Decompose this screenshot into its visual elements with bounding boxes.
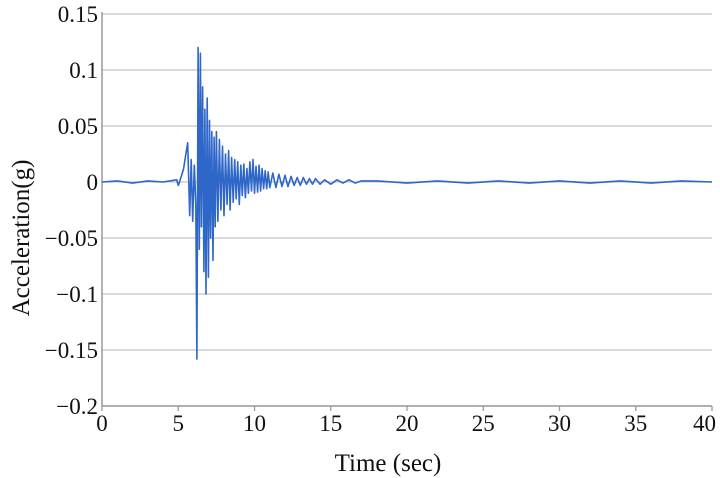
axes: [101, 12, 713, 411]
x-tick-label: 10: [243, 411, 266, 436]
x-tick-label: 20: [396, 411, 419, 436]
x-tick-label: 30: [548, 411, 571, 436]
x-tick-labels: 0 5 10 15 20 25 30 35 40: [96, 411, 716, 436]
y-tick-label: 0.1: [69, 58, 98, 83]
y-tick-label: −0.05: [45, 226, 98, 251]
y-tick-labels: 0.15 0.1 0.05 0 −0.05 −0.1 −0.15 −0.2: [45, 2, 98, 419]
y-tick-label: −0.15: [45, 338, 98, 363]
y-tick-label: −0.2: [56, 394, 98, 419]
x-tick-label: 15: [319, 411, 342, 436]
series-line: [101, 46, 713, 360]
x-tick-label: 0: [96, 411, 108, 436]
y-tick-label: 0.15: [58, 2, 98, 27]
x-tick-label: 25: [472, 411, 495, 436]
y-tick-label: 0: [87, 170, 99, 195]
y-axis-label: Acceleration(g): [8, 160, 35, 317]
y-tick-label: 0.05: [58, 114, 98, 139]
y-tick-label: −0.1: [56, 282, 98, 307]
x-tick-label: 40: [693, 411, 716, 436]
series-layer: [101, 46, 713, 360]
x-tick-label: 35: [624, 411, 647, 436]
x-axis-label: Time (sec): [335, 450, 442, 477]
x-tick-label: 5: [173, 411, 185, 436]
